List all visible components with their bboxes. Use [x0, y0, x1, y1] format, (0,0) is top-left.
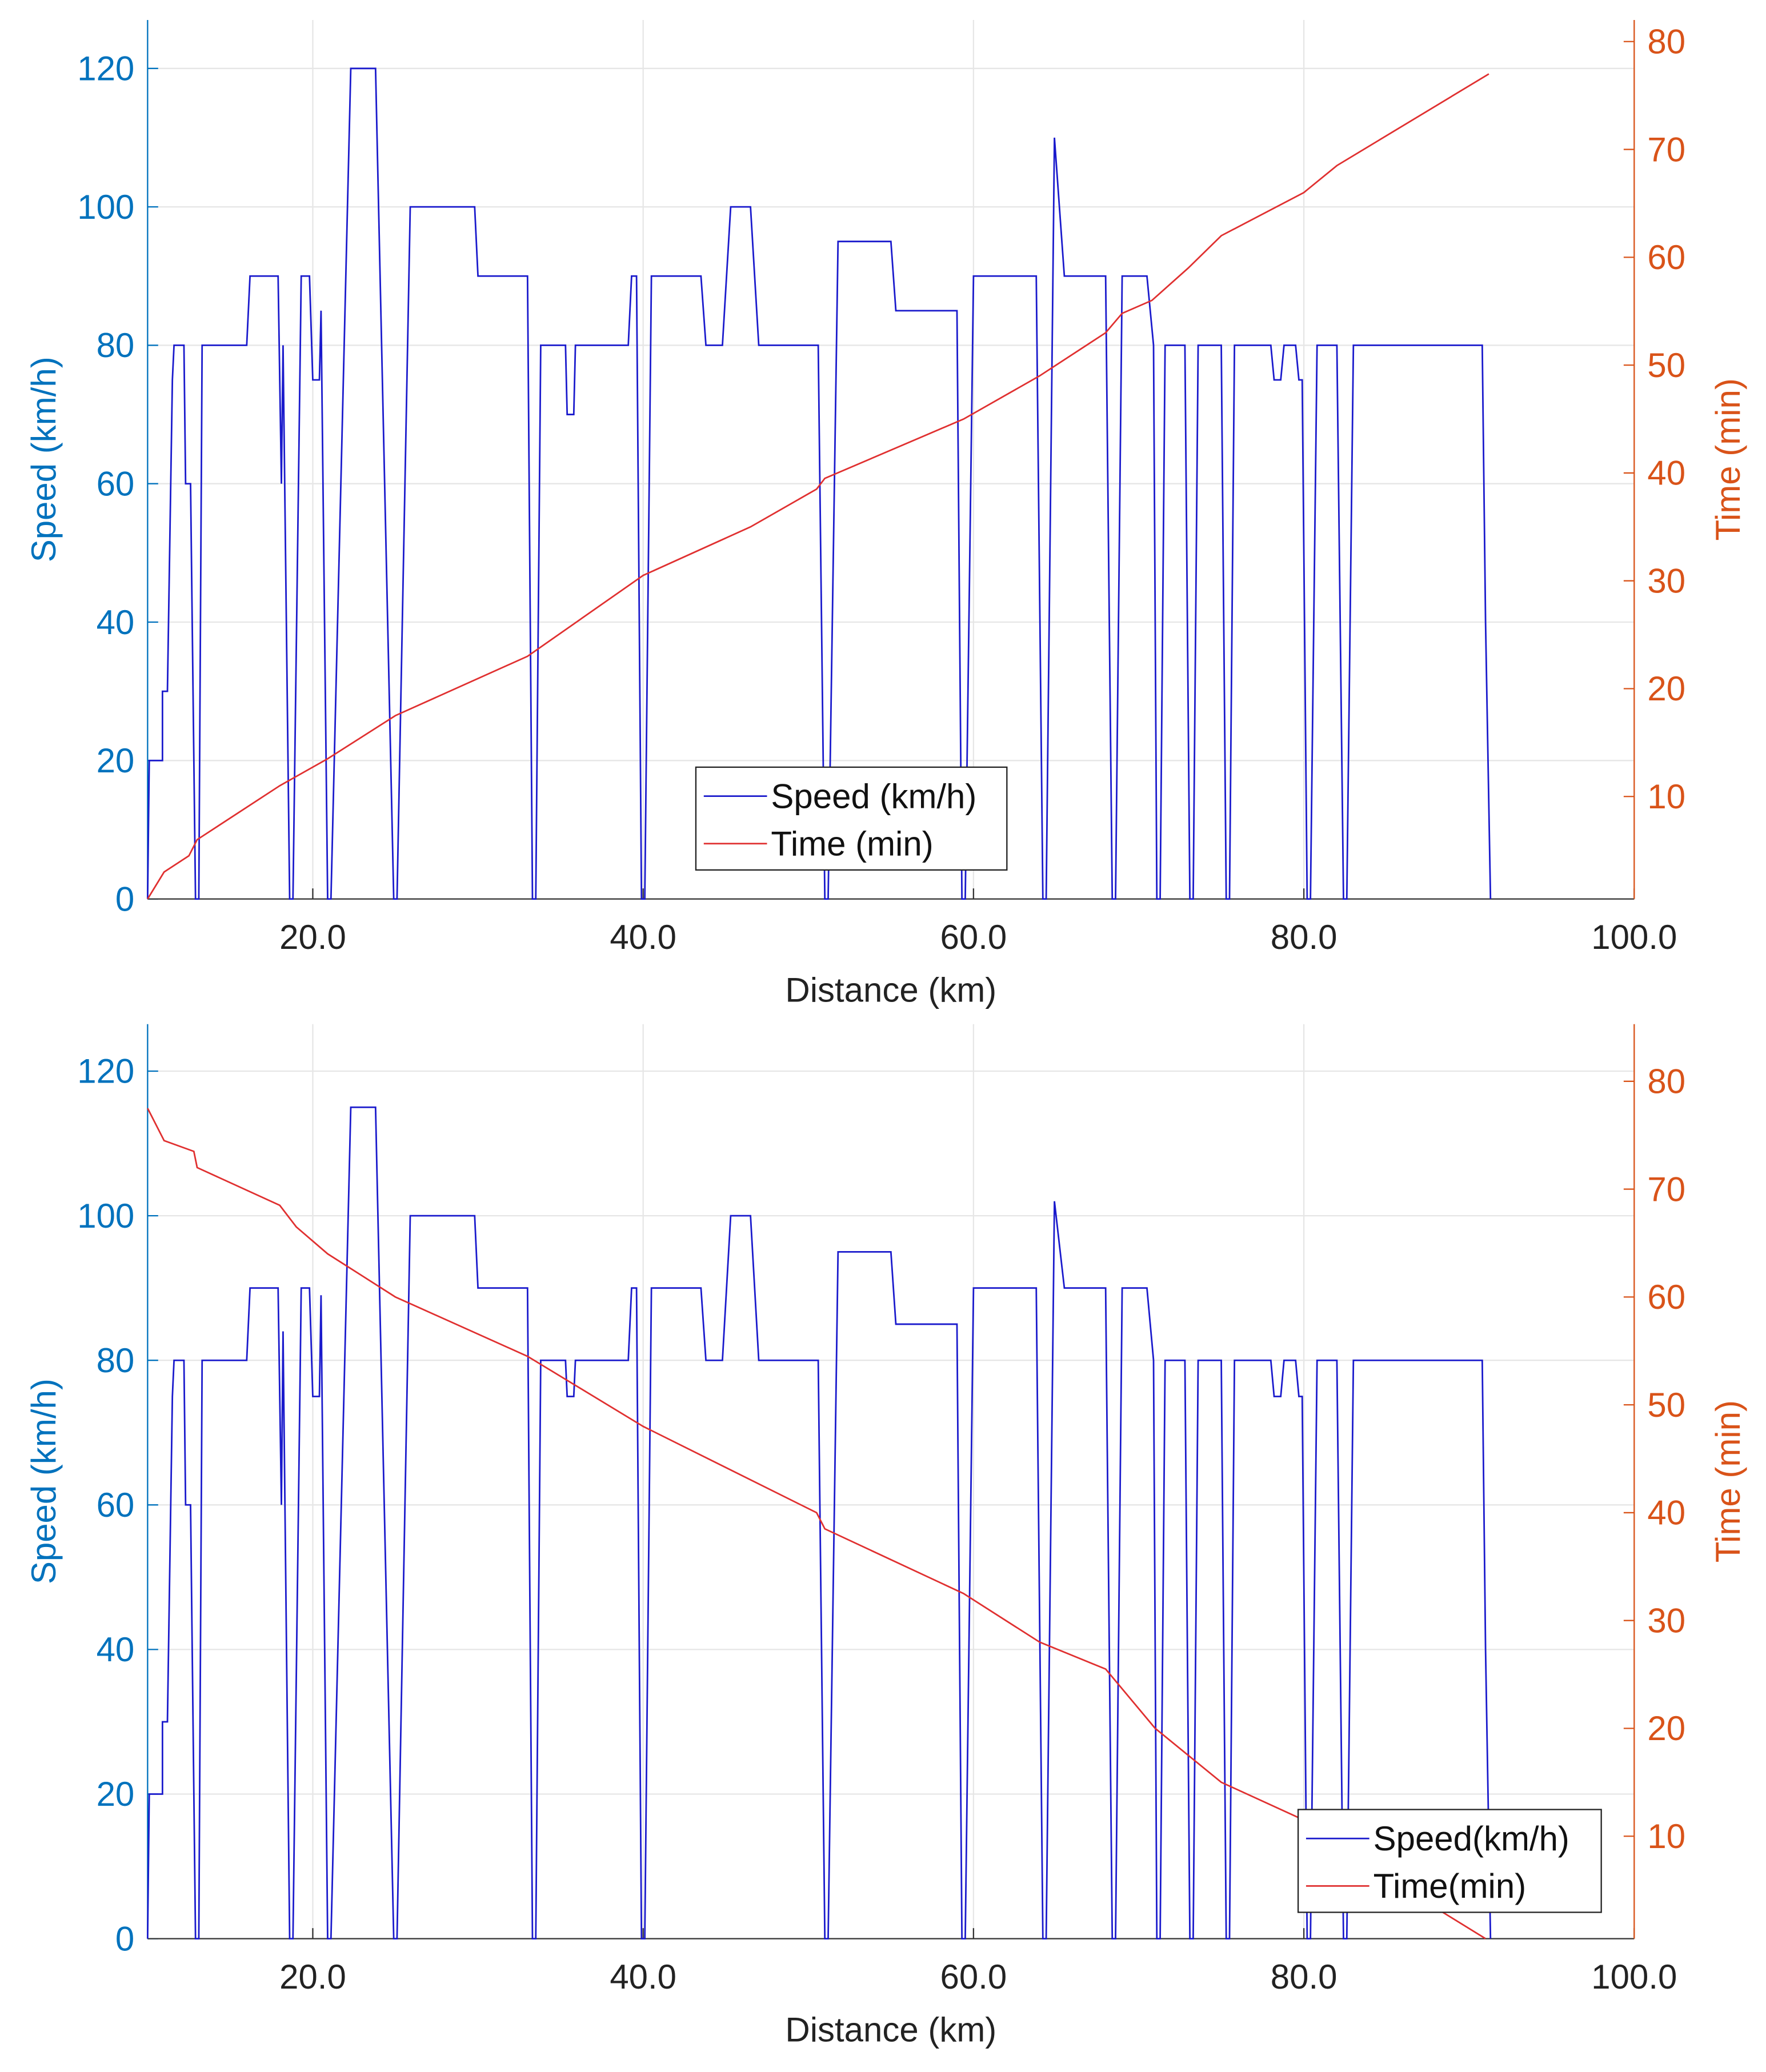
chart: 20.0 40.0 60.0 80.0 100.0 0 20 40 60 80 100 120 10 20… [25, 1024, 1747, 2049]
y2-tick-label: 40 [1647, 454, 1685, 492]
series-line [147, 73, 1489, 900]
y-tick-label: 20 [97, 742, 135, 780]
x-tick-label: 100.0 [1591, 1958, 1677, 1996]
y2-tick-label: 70 [1647, 1170, 1685, 1208]
chart: 20.0 40.0 60.0 80.0 100.0 0 20 40 60 80 100 120 10 20… [25, 20, 1747, 1009]
y-tick-label: 120 [77, 1052, 134, 1091]
y-tick-label: 80 [97, 1341, 135, 1380]
y2-tick-label: 20 [1647, 670, 1685, 708]
y-tick-label: 100 [77, 1197, 134, 1235]
y-tick-label: 0 [115, 880, 134, 918]
y2-axis-label: Time (min) [1709, 1400, 1747, 1562]
y2-axis-label: Time (min) [1709, 378, 1747, 540]
legend-label: Time(min) [1373, 1867, 1527, 1905]
x-tick-label: 20.0 [279, 918, 346, 956]
x-axis-label: Distance (km) [785, 2011, 996, 2049]
legend-box [695, 766, 1008, 871]
y2-tick-label: 10 [1647, 1817, 1685, 1855]
y2-tick-label: 30 [1647, 562, 1685, 600]
y-tick-label: 40 [97, 1630, 135, 1669]
x-axis-label: Distance (km) [785, 971, 996, 1009]
legend-label: Speed(km/h) [1373, 1819, 1569, 1858]
legend-box [1297, 1809, 1602, 1913]
y2-tick-label: 30 [1647, 1601, 1685, 1640]
y-tick-label: 0 [115, 1919, 134, 1958]
y-tick-label: 20 [97, 1775, 135, 1813]
y-tick-label: 60 [97, 1486, 135, 1524]
y2-tick-label: 10 [1647, 777, 1685, 816]
legend-label: Speed (km/h) [771, 777, 976, 815]
y2-tick-label: 80 [1647, 1063, 1685, 1101]
y-tick-label: 80 [97, 326, 135, 364]
y-tick-label: 120 [77, 50, 134, 88]
series-line [147, 1108, 1486, 1939]
series-line [146, 67, 1492, 900]
x-tick-label: 40.0 [610, 1958, 676, 1996]
x-tick-label: 40.0 [610, 918, 676, 956]
y-tick-label: 40 [97, 603, 135, 642]
y-tick-label: 100 [77, 188, 134, 226]
y2-tick-label: 40 [1647, 1494, 1685, 1532]
y2-tick-label: 50 [1647, 346, 1685, 384]
y2-tick-label: 60 [1647, 238, 1685, 276]
y-axis-label: Speed (km/h) [25, 1378, 63, 1584]
x-tick-label: 80.0 [1271, 1958, 1337, 1996]
x-tick-label: 80.0 [1271, 918, 1337, 956]
x-tick-label: 100.0 [1591, 918, 1677, 956]
y-axis-label: Speed (km/h) [25, 356, 63, 562]
x-tick-label: 20.0 [279, 1958, 346, 1996]
y2-tick-label: 50 [1647, 1386, 1685, 1424]
legend-label: Time (min) [771, 824, 933, 863]
series-line [146, 1106, 1492, 1939]
y2-tick-label: 80 [1647, 23, 1685, 61]
x-tick-label: 60.0 [940, 1958, 1007, 1996]
y2-tick-label: 70 [1647, 130, 1685, 169]
x-tick-label: 60.0 [940, 918, 1007, 956]
y2-tick-label: 20 [1647, 1709, 1685, 1748]
y2-tick-label: 60 [1647, 1278, 1685, 1316]
y-tick-label: 60 [97, 464, 135, 503]
